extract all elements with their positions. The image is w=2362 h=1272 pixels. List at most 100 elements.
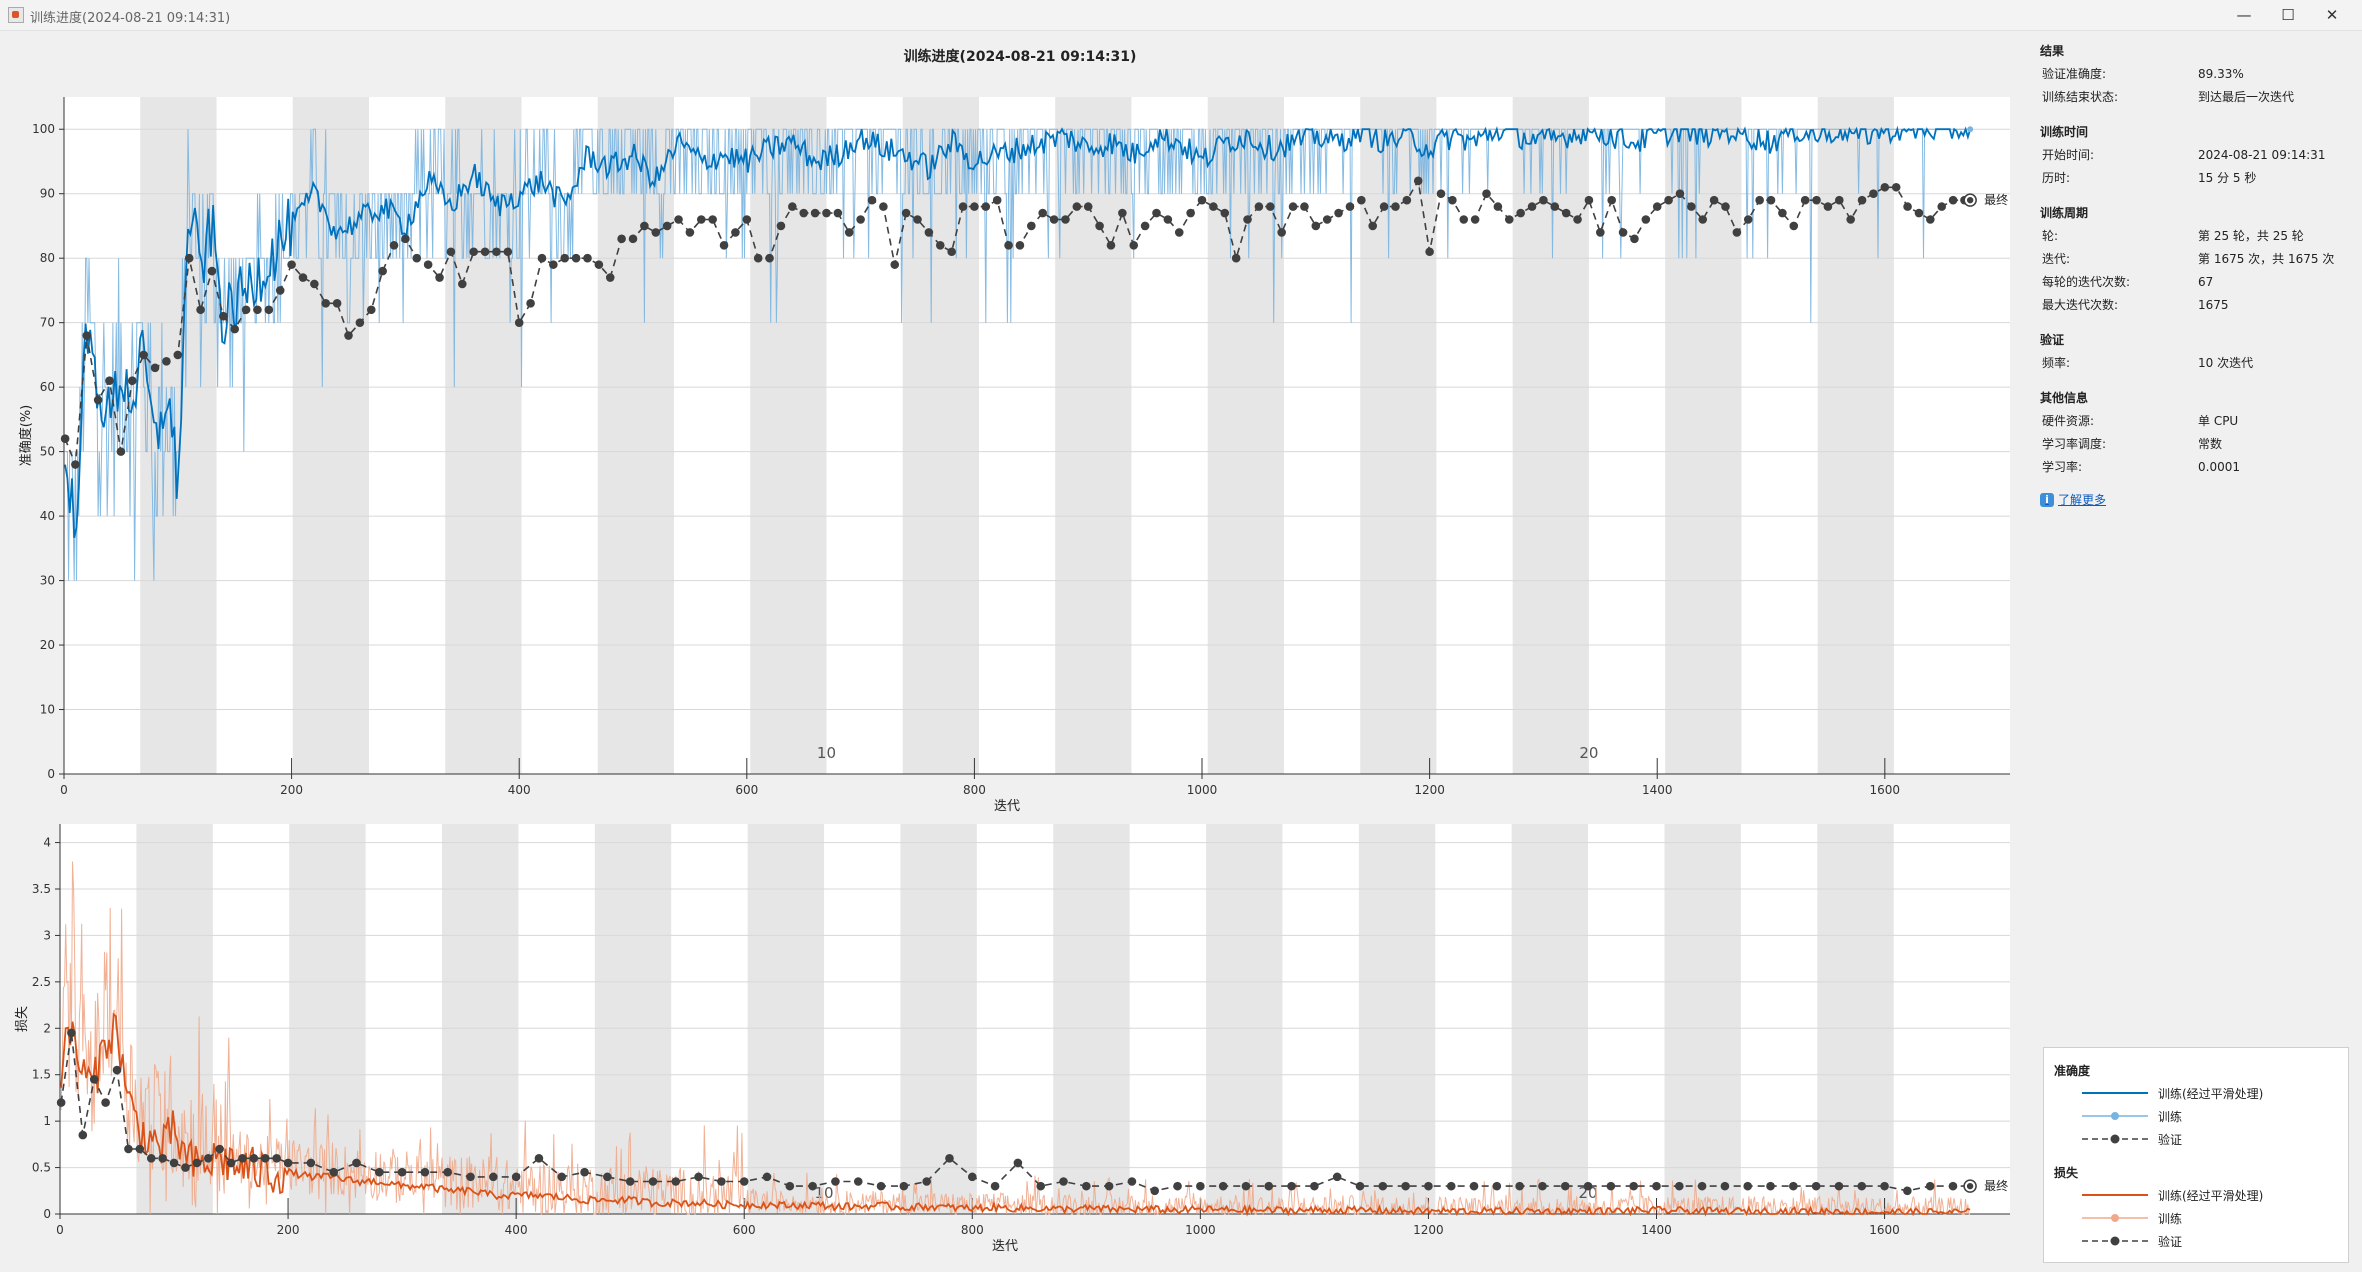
validation-point [1743, 1181, 1753, 1191]
validation-point [1036, 1181, 1046, 1191]
validation-point [1072, 202, 1082, 211]
validation-point [514, 318, 524, 327]
legend-label: 训练(经过平滑处理) [2158, 1189, 2264, 1203]
validation-point [355, 318, 365, 327]
maximize-button[interactable]: ☐ [2281, 6, 2295, 24]
validation-point [970, 202, 979, 211]
validation-point [853, 1177, 863, 1186]
validation-point [1846, 215, 1855, 224]
legend-loss-train: 训练 [2054, 1209, 2344, 1227]
validation-point [1652, 202, 1662, 211]
validation-point [435, 273, 444, 282]
y-tick-label: 100 [32, 122, 55, 136]
info-row-max-iter: 最大迭代次数: 1675 [2040, 294, 2360, 317]
validation-point [249, 1153, 259, 1163]
y-tick-label: 20 [40, 638, 55, 652]
validation-point [1800, 195, 1810, 205]
validation-point [1459, 215, 1469, 224]
window-title: 训练进度(2024-08-21 09:14:31) [30, 11, 231, 26]
validation-point [1196, 1181, 1205, 1191]
validation-point [1584, 195, 1594, 205]
validation-point [264, 305, 274, 315]
x-tick-label: 0 [60, 783, 68, 797]
close-button[interactable]: ✕ [2325, 6, 2339, 24]
legend-label: 训练 [2158, 1110, 2183, 1124]
validation-point [674, 215, 683, 224]
y-tick-label: 50 [40, 445, 55, 459]
results-header: 结果 [2040, 44, 2065, 58]
info-row-lr: 学习率: 0.0001 [2040, 456, 2360, 479]
info-row-hardware: 硬件资源: 单 CPU [2040, 410, 2360, 433]
x-tick-label: 1600 [1870, 783, 1901, 797]
time-header: 训练时间 [2040, 125, 2089, 139]
validation-point [67, 1028, 76, 1038]
validation-point [1674, 1181, 1684, 1191]
x-tick-label: 800 [963, 783, 986, 797]
validation-point [207, 266, 217, 276]
validation-point [899, 1181, 909, 1191]
validation-point [253, 305, 262, 315]
info-label: 验证准确度: [2042, 67, 2107, 81]
validation-point [1789, 221, 1799, 231]
validation-point [412, 253, 422, 263]
validation-point [799, 208, 809, 218]
validation-point [1469, 1181, 1479, 1191]
epoch-label: 20 [1579, 744, 1598, 762]
learn-more-link[interactable]: i 了解更多 [2040, 491, 2360, 508]
validation-point [116, 447, 126, 456]
validation-point [480, 247, 490, 257]
validation-point [1675, 189, 1685, 199]
validation-point [1310, 1181, 1319, 1191]
validation-point [1539, 195, 1548, 205]
validation-point [146, 1153, 156, 1163]
validation-point [366, 305, 376, 315]
validation-point [1140, 221, 1150, 231]
validation-point [401, 234, 410, 244]
validation-point [1209, 202, 1218, 211]
validation-point [1937, 202, 1947, 211]
validation-point [742, 215, 752, 224]
info-label: 硬件资源: [2042, 414, 2095, 428]
validation-point [1857, 1181, 1867, 1191]
validation-point [310, 279, 319, 289]
y-tick-label: 2 [43, 1021, 51, 1035]
train-raw-line [60, 861, 1971, 1216]
validation-point [60, 434, 70, 444]
final-train-marker [1967, 126, 1974, 133]
other-header: 其他信息 [2040, 391, 2089, 405]
validation-point [1880, 1181, 1889, 1191]
validation-point [1311, 221, 1321, 231]
validation-point [628, 234, 638, 244]
info-value: 67 [2198, 275, 2214, 289]
validation-point [1698, 215, 1708, 224]
validation-point [765, 253, 774, 263]
validation-point [1129, 240, 1139, 250]
validation-point [1789, 1181, 1798, 1191]
validation-point [241, 305, 251, 315]
cycle-header: 训练周期 [2040, 206, 2089, 220]
epoch-band [442, 824, 519, 1214]
final-label: 最终 [1984, 1178, 2008, 1193]
validation-point [124, 1144, 133, 1154]
validation-point [1106, 240, 1116, 250]
validation-point [776, 221, 786, 231]
x-tick-label: 400 [508, 783, 531, 797]
validation-point [492, 247, 501, 257]
y-tick-label: 90 [40, 187, 55, 201]
validation-point [1697, 1181, 1707, 1191]
info-icon: i [2040, 492, 2054, 507]
validation-point [192, 1158, 202, 1168]
validation-point [833, 208, 843, 218]
validation-point [651, 228, 661, 237]
validation-point [831, 1177, 840, 1186]
validation-point [685, 228, 695, 237]
info-value: 1675 [2198, 298, 2229, 312]
info-value: 2024-08-21 09:14:31 [2198, 148, 2326, 162]
validation-point [1618, 228, 1628, 237]
minimize-button[interactable]: — [2236, 6, 2252, 24]
epoch-band [900, 824, 977, 1214]
validation-point [298, 273, 308, 282]
learn-more-label: 了解更多 [2058, 493, 2107, 507]
validation-point [1857, 195, 1867, 205]
validation-point [913, 215, 922, 224]
